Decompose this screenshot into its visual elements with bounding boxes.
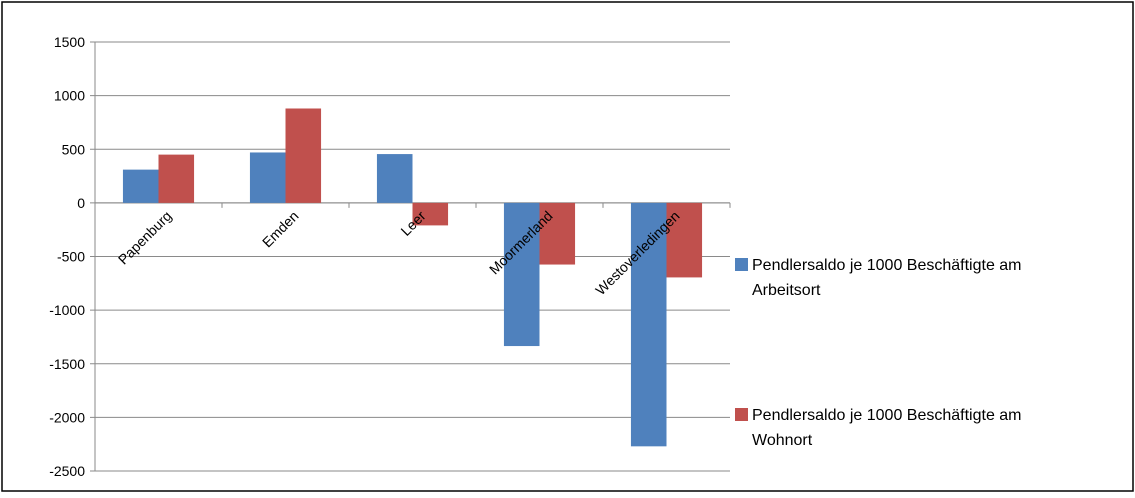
bars [122,108,703,447]
bar [376,154,413,203]
legend-label: Arbeitsort [752,282,821,299]
legend: Pendlersaldo je 1000 Beschäftigte am Arbe… [735,257,1022,449]
bar [503,202,540,347]
legend-swatch [735,258,748,271]
y-tick-label: 1000 [54,88,85,104]
y-tick-label: 1500 [54,34,85,50]
y-tick-label: -500 [57,249,85,265]
bar [158,154,195,203]
y-tick-label: -1000 [49,302,85,318]
bar [122,169,159,203]
y-tick-label: -1500 [49,356,85,372]
gridlines [95,41,730,472]
y-tick-label: 500 [62,141,86,157]
bar [666,202,703,278]
legend-swatch [735,408,748,421]
bar [249,152,286,203]
legend-label: Pendlersaldo je 1000 Beschäftigte am [752,407,1022,424]
bar [285,108,322,203]
y-tick-label: -2000 [49,409,85,425]
legend-label: Wohnort [752,432,813,449]
y-tick-label: -2500 [49,463,85,479]
bar [412,202,449,226]
bar [630,202,667,447]
y-tick-label: 0 [77,195,85,211]
bar [539,202,576,265]
legend-label: Pendlersaldo je 1000 Beschäftigte am [752,257,1022,274]
